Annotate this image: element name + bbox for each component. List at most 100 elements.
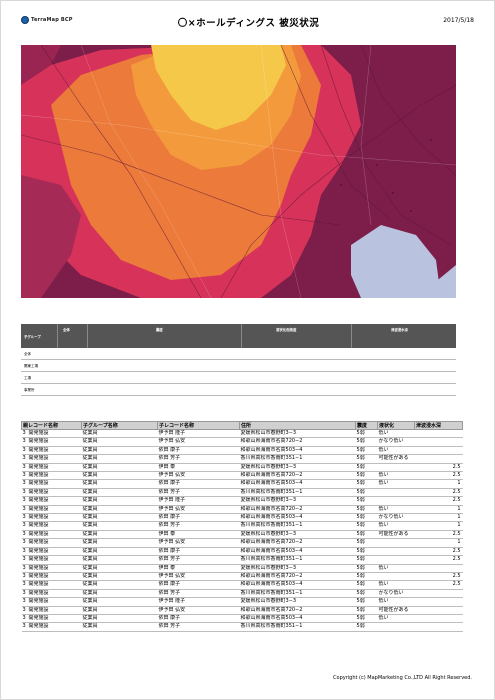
seismic-intensity: 5弱 [355,505,378,515]
detail-body: 3 開発施設 従業員 伊予田 隆子 愛媛県松山市春野町3−3 5弱 低い 3 開発施設 従業員 伊予… [21,429,463,632]
table-row: 3 開発施設 従業員 伊予田 弘安 和歌山県海南市名高720−2 5弱 1 [21,538,463,548]
seismic-intensity: 5弱 [355,471,378,481]
seismic-intensity: 5弱 [355,580,378,590]
liquefaction: 可能性がある [377,606,415,615]
child-record-name: 伊予田 弘安 [157,606,240,615]
table-row: 3 開発施設 従業員 依田 康子 和歌山県海南市名高503−4 5弱 かなり低い 1 [21,513,463,523]
table-row: 3 開発施設 従業員 依田 芳子 香川県高松市香南町351−1 5弱 2.5 [21,488,463,498]
table-row: 3 開発施設 従業員 依田 康子 和歌山県海南市名高503−4 5弱 低い 2.5 [21,580,463,590]
globe-icon [21,16,29,24]
tsunami-depth [414,429,463,439]
parent-record-name: 開発施設 [27,488,82,498]
row-index: 3 [21,589,28,599]
summary-divider [351,324,352,348]
tsunami-depth [414,437,463,447]
seismic-intensity: 5弱 [355,429,378,439]
liquefaction: 低い [377,597,415,607]
hazard-map-image [21,45,456,298]
parent-record-name: 開発施設 [27,479,82,489]
child-group-name: 従業員 [81,538,158,548]
copyright: Copyright (c) MapMarketing Co.,LTD All R… [333,675,472,681]
address: 香川県高松市香南町351−1 [239,589,356,599]
child-group-name: 従業員 [81,555,158,565]
tsunami-depth: 2.5 [414,555,463,565]
row-index: 3 [21,454,28,464]
parent-record-name: 開発施設 [27,446,82,456]
child-record-name: 伊予田 弘安 [157,505,240,515]
address: 香川県高松市香南町351−1 [239,454,356,464]
child-group-name: 従業員 [81,488,158,498]
summary-row: 事業所 [21,384,456,396]
child-record-name: 依田 芳子 [157,488,240,498]
child-record-name: 伊予田 隆子 [157,429,240,439]
parent-record-name: 開発施設 [27,538,82,548]
parent-record-name: 開発施設 [27,521,82,531]
parent-record-name: 開発施設 [27,547,82,557]
liquefaction: 低い [377,471,415,481]
tsunami-depth: 2.5 [414,530,463,540]
parent-record-name: 開発施設 [27,614,82,624]
parent-record-name: 開発施設 [27,471,82,481]
table-row: 3 開発施設 従業員 依田 芳子 香川県高松市香南町351−1 5弱 かなり低い [21,589,463,599]
liquefaction: かなり低い [377,513,415,523]
detail-table: 親レコード名称 子グループ名称 子レコード名称 住所 震度 液状化 津波浸水深 … [20,421,464,632]
parent-record-name: 開発施設 [27,463,82,473]
seismic-intensity: 5弱 [355,564,378,573]
detail-header-cell: 津波浸水深 [414,421,464,430]
child-group-name: 従業員 [81,437,158,447]
address: 愛媛県松山市春野町3−3 [239,530,356,540]
seismic-intensity: 5弱 [355,589,378,599]
child-record-name: 依田 康子 [157,580,240,590]
child-record-name: 伊予田 隆子 [157,597,240,607]
child-record-name: 伊田 泰 [157,530,240,540]
row-index: 3 [21,505,28,515]
page-title: 〇×ホールディングス 被災状況 [177,18,320,29]
hazard-map[interactable] [21,45,456,298]
liquefaction: 可能性がある [377,530,415,540]
row-index: 3 [21,555,28,565]
seismic-intensity: 5弱 [355,572,378,582]
table-row: 3 開発施設 従業員 伊予田 隆子 愛媛県松山市春野町3−3 5弱 2.5 [21,496,463,506]
row-index: 3 [21,564,28,573]
seismic-intensity: 5弱 [355,454,378,464]
row-index: 3 [21,513,28,523]
table-row: 3 開発施設 従業員 伊田 泰愛媛県松山市春野町3−3 5弱 可能性がある 2.5 [21,530,463,540]
summary-divider [57,324,58,348]
detail-header-cell: 液状化 [377,421,416,430]
report-header: TerraMap BCP 〇×ホールディングス 被災状況 2017/5/18 [1,1,495,45]
summary-divider [241,324,242,348]
table-row: 3 開発施設 従業員 伊予田 弘安 和歌山県海南市名高720−2 5弱 かなり低い [21,437,463,447]
child-record-name: 伊予田 弘安 [157,538,240,548]
row-index: 3 [21,479,28,489]
child-group-name: 従業員 [81,622,158,632]
row-index: 3 [21,437,28,447]
address: 愛媛県松山市春野町3−3 [239,496,356,506]
liquefaction [377,488,415,498]
summary-header: 子グループ 全体 震度 液状化危険度 津波浸水深 [21,324,456,348]
tsunami-depth [414,589,463,599]
parent-record-name: 開発施設 [27,589,82,599]
table-row: 3 開発施設 従業員 依田 芳子 香川県高松市香南町351−1 5弱 低い 1 [21,521,463,531]
child-record-name: 依田 芳子 [157,454,240,464]
detail-header-cell: 子グループ名称 [81,421,159,430]
liquefaction: 低い [377,614,415,624]
table-row: 3 開発施設 従業員 依田 康子 和歌山県海南市名高503−4 5弱 低い 1 [21,479,463,489]
detail-header-cell: 震度 [355,421,379,430]
parent-record-name: 開発施設 [27,572,82,582]
row-index: 3 [21,488,28,498]
parent-record-name: 開発施設 [27,437,82,447]
tsunami-depth: 2.5 [414,580,463,590]
table-row: 3 開発施設 従業員 伊予田 弘安 和歌山県海南市名高720−2 5弱 低い 2.5 [21,471,463,481]
parent-record-name: 開発施設 [27,429,82,439]
table-row: 3 開発施設 従業員 伊田 泰愛媛県松山市春野町3−3 5弱 低い [21,564,463,573]
detail-header-cell: 親レコード名称 [20,421,83,430]
child-record-name: 依田 康子 [157,614,240,624]
child-group-name: 従業員 [81,505,158,515]
child-group-name: 従業員 [81,597,158,607]
seismic-intensity: 5弱 [355,555,378,565]
liquefaction: かなり低い [377,437,415,447]
table-row: 3 開発施設 従業員 依田 康子 和歌山県海南市名高503−4 5弱 低い [21,446,463,456]
tsunami-depth [414,606,463,615]
tsunami-depth [414,622,463,632]
